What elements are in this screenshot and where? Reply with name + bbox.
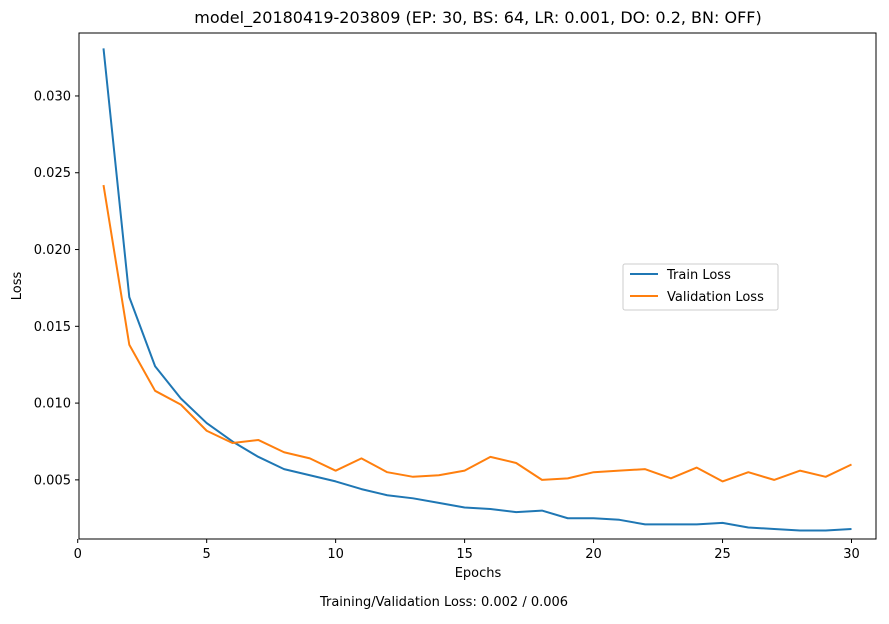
series-layer	[102, 48, 852, 532]
x-tick-label: 25	[714, 547, 731, 562]
plot-frame	[78, 32, 877, 540]
legend-box	[622, 263, 779, 311]
x-tick-label: 10	[327, 547, 344, 562]
x-axis-ticks: 0 5 10 15 20 25 30	[74, 539, 860, 562]
x-tick-label: 15	[456, 547, 473, 562]
series-line-validation-loss	[102, 184, 852, 483]
legend-label-train: Train Loss	[666, 268, 731, 283]
y-tick-label: 0.025	[34, 166, 71, 181]
x-tick-label: 5	[203, 547, 211, 562]
y-axis-ticks: 0.005 0.010 0.015 0.020 0.025 0.030	[34, 89, 79, 488]
y-tick-label: 0.010	[34, 397, 71, 412]
x-axis-label: Epochs	[455, 566, 502, 581]
y-tick-label: 0.030	[34, 89, 71, 104]
y-tick-label: 0.005	[34, 473, 71, 488]
legend-label-validation: Validation Loss	[667, 290, 764, 305]
x-tick-label: 0	[74, 547, 82, 562]
footer-caption: Training/Validation Loss: 0.002 / 0.006	[319, 595, 568, 610]
series-line-train-loss	[102, 48, 852, 532]
y-tick-label: 0.015	[34, 320, 71, 335]
x-tick-label: 20	[585, 547, 602, 562]
chart-title: model_20180419-203809 (EP: 30, BS: 64, L…	[194, 8, 761, 28]
x-tick-label: 30	[843, 547, 860, 562]
y-tick-label: 0.020	[34, 243, 71, 258]
y-axis-label: Loss	[10, 272, 25, 301]
legend: Train Loss Validation Loss	[622, 263, 779, 311]
